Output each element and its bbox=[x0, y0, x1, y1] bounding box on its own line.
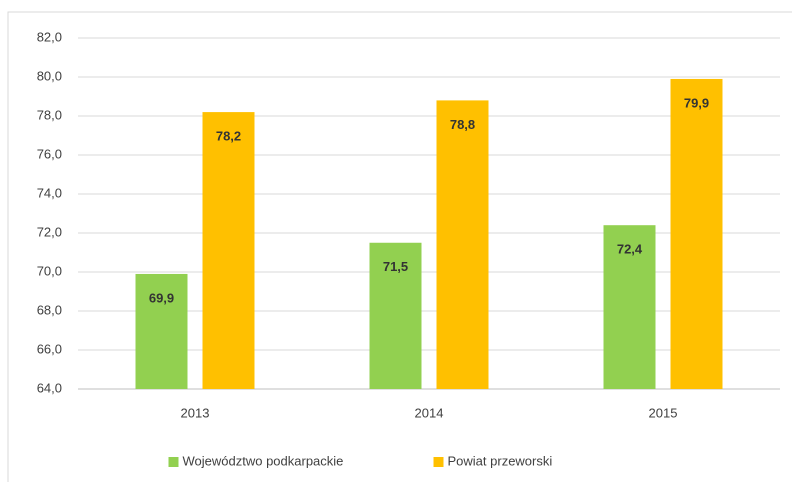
y-tick-label: 76,0 bbox=[37, 146, 62, 161]
bar bbox=[670, 78, 723, 389]
x-tick-label: 2014 bbox=[415, 405, 444, 420]
bar bbox=[436, 100, 489, 390]
chart-border bbox=[7, 11, 792, 482]
bar bbox=[202, 112, 255, 389]
value-label: 78,8 bbox=[450, 117, 475, 132]
y-tick-label: 80,0 bbox=[37, 68, 62, 83]
legend-swatch bbox=[168, 457, 179, 467]
y-tick-label: 70,0 bbox=[37, 263, 62, 278]
y-tick-label: 72,0 bbox=[37, 224, 62, 239]
legend-label: Powiat przeworski bbox=[448, 453, 553, 468]
legend-swatch bbox=[433, 457, 444, 467]
bar bbox=[603, 225, 656, 389]
y-tick-label: 64,0 bbox=[37, 380, 62, 395]
y-tick-label: 66,0 bbox=[37, 341, 62, 356]
bar bbox=[135, 273, 188, 389]
value-label: 78,2 bbox=[216, 129, 241, 144]
x-tick-label: 2013 bbox=[181, 405, 210, 420]
value-label: 69,9 bbox=[149, 290, 174, 305]
value-label: 71,5 bbox=[383, 259, 408, 274]
bar bbox=[369, 242, 422, 389]
value-label: 79,9 bbox=[684, 95, 709, 110]
y-tick-label: 74,0 bbox=[37, 185, 62, 200]
y-tick-label: 78,0 bbox=[37, 107, 62, 122]
x-tick-label: 2015 bbox=[649, 405, 678, 420]
value-label: 72,4 bbox=[617, 242, 643, 257]
legend-label: Województwo podkarpackie bbox=[183, 453, 344, 468]
y-tick-label: 82,0 bbox=[37, 29, 62, 44]
y-tick-label: 68,0 bbox=[37, 302, 62, 317]
